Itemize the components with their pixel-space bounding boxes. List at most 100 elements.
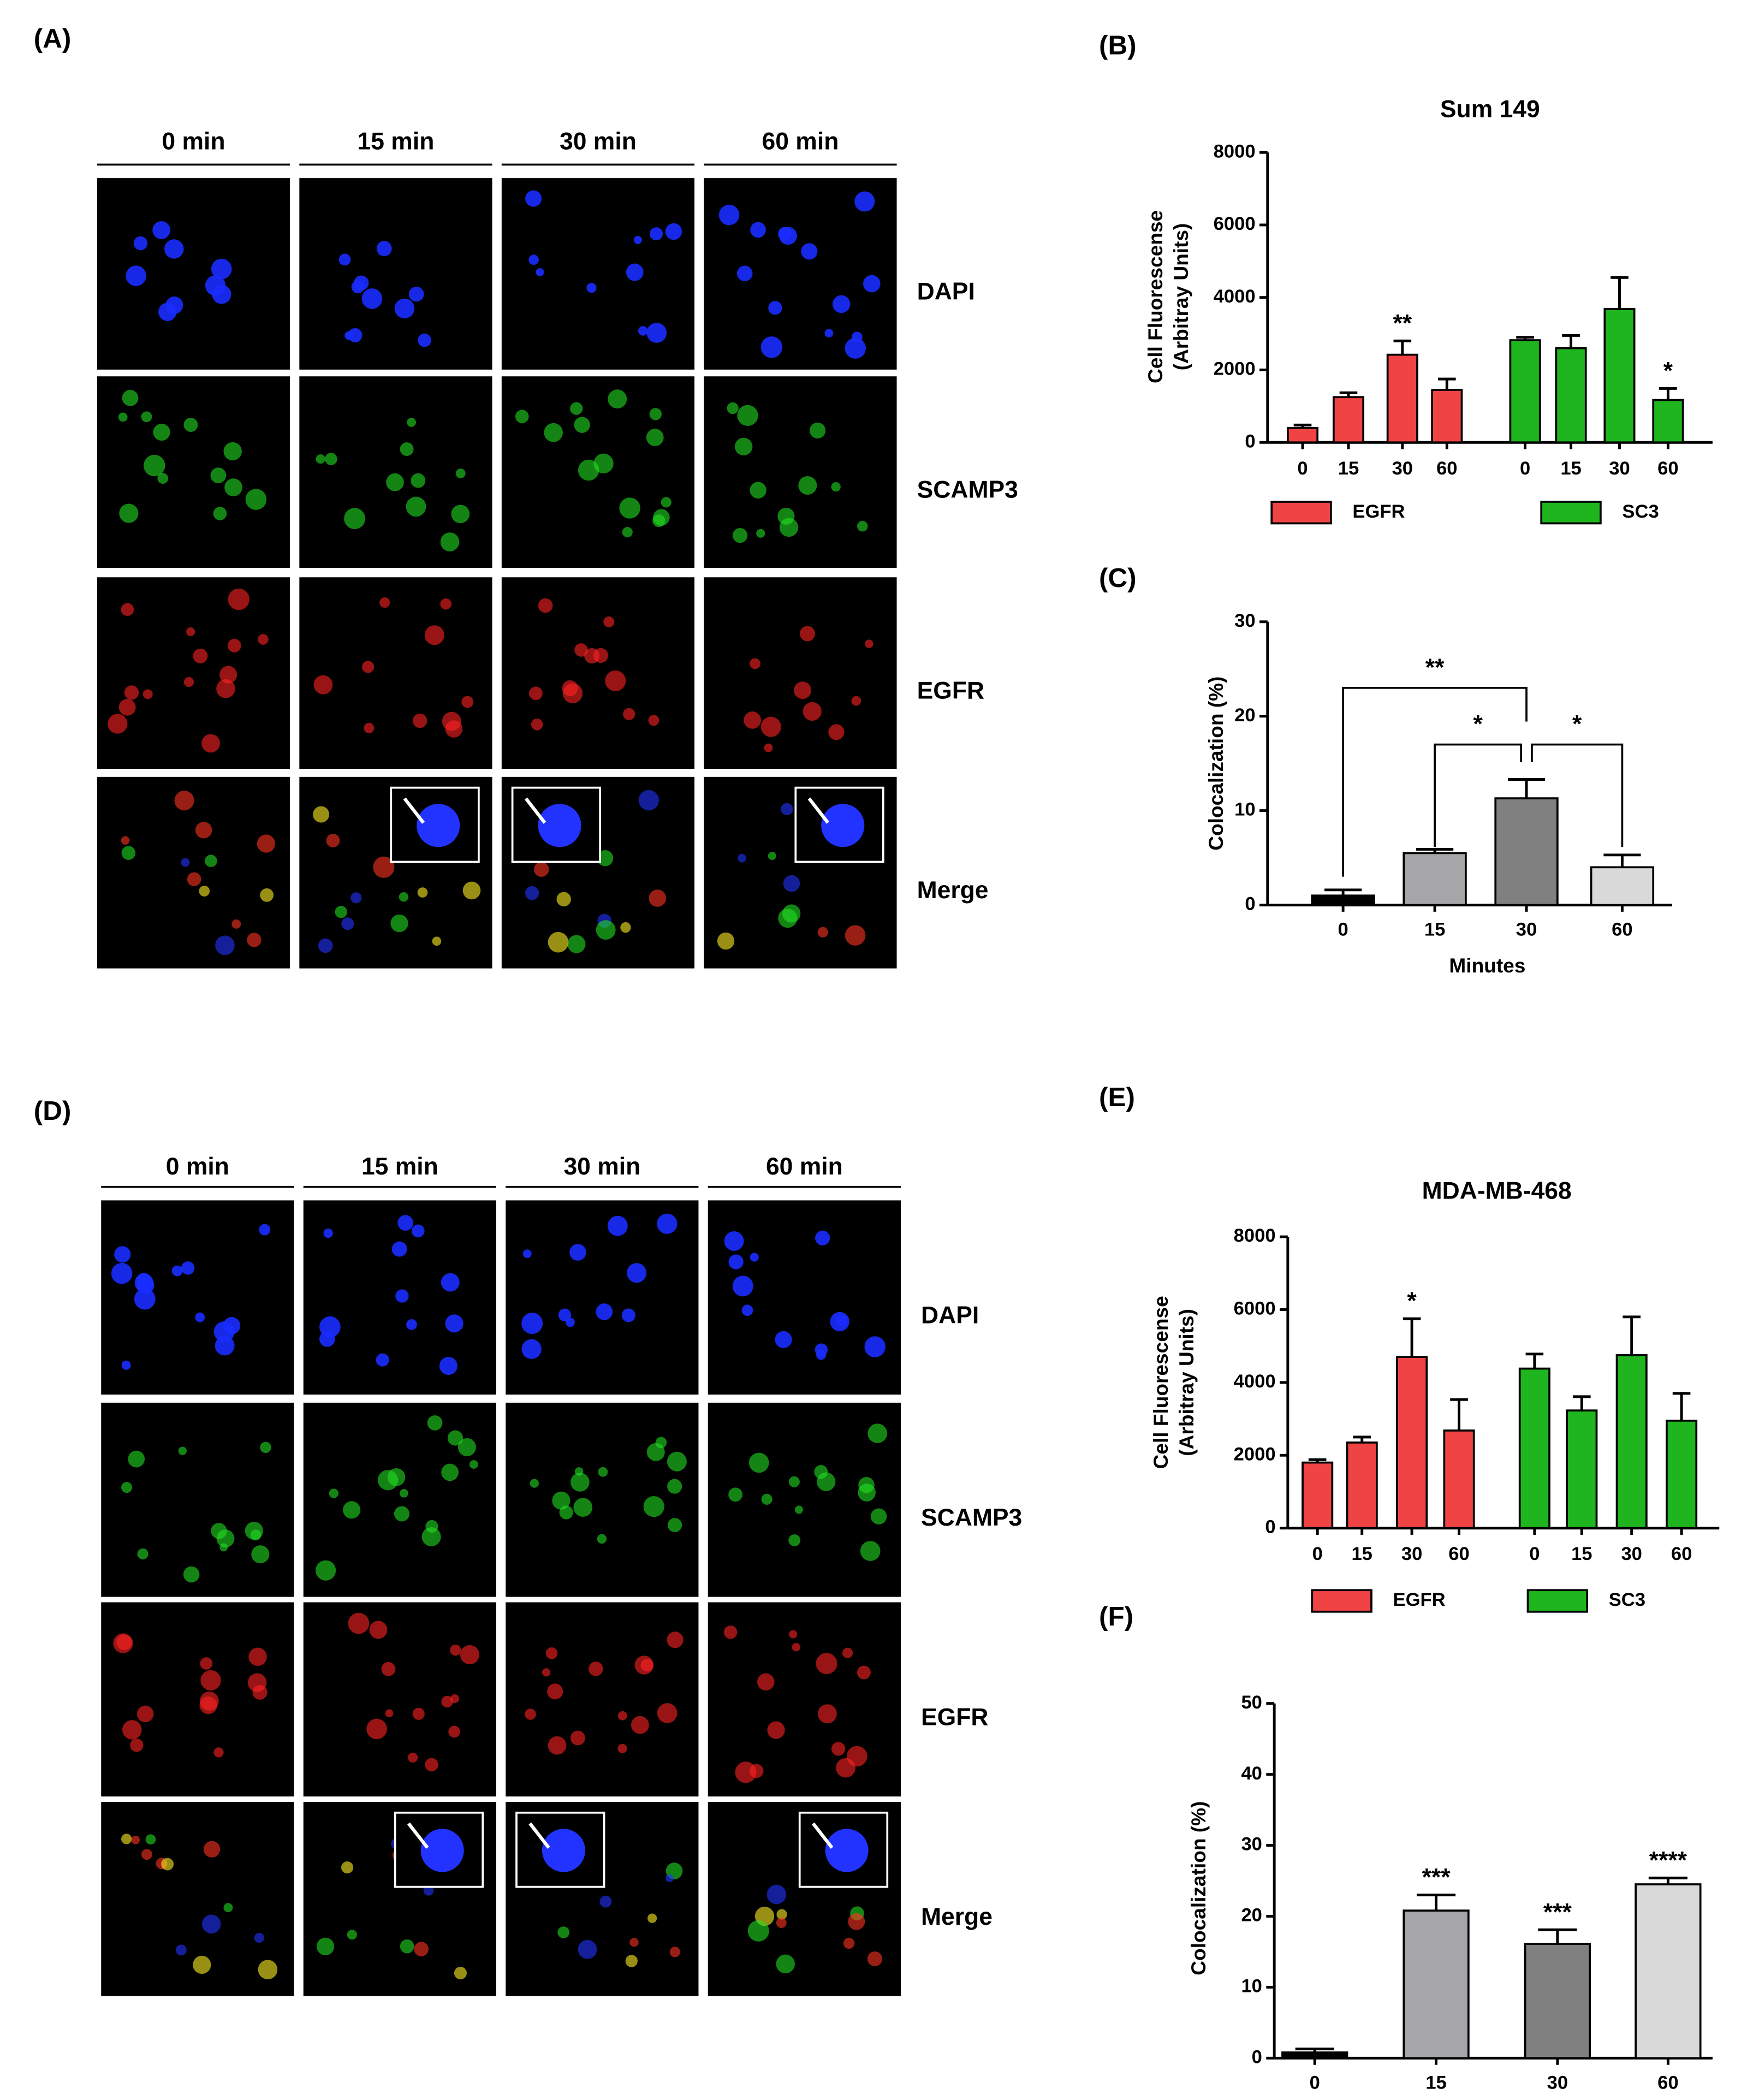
cell <box>860 1541 881 1561</box>
cell <box>122 390 139 406</box>
cell <box>193 648 208 663</box>
cell <box>824 329 834 338</box>
significance: * <box>1663 357 1673 384</box>
bar <box>1386 353 1418 444</box>
cell <box>260 1441 271 1454</box>
cell <box>750 482 766 499</box>
cell <box>451 505 470 524</box>
cell <box>578 1939 597 1959</box>
cell <box>411 473 426 488</box>
cell <box>854 191 875 212</box>
inset-arrow <box>407 1822 429 1849</box>
y-tick-label: 30 <box>1234 610 1255 631</box>
bar <box>1403 852 1467 906</box>
bracket <box>1434 743 1523 847</box>
cell <box>257 834 275 853</box>
cell <box>193 1955 211 1974</box>
y-axis-title: Colocalization (%) <box>1204 677 1227 851</box>
cell <box>515 410 529 424</box>
cell <box>597 1534 607 1544</box>
cell <box>441 1695 453 1708</box>
cell <box>427 1415 443 1431</box>
cell <box>647 1913 657 1923</box>
cell <box>867 1423 888 1443</box>
bar <box>1403 1909 1470 2060</box>
cell <box>757 1673 775 1691</box>
cell <box>213 1321 235 1342</box>
cell <box>789 1630 798 1639</box>
cell <box>118 412 128 422</box>
cell <box>213 507 227 520</box>
micrograph <box>506 1402 699 1597</box>
cell <box>171 1265 183 1277</box>
cell <box>538 598 553 613</box>
bracket-label: ** <box>1425 654 1445 681</box>
cell <box>413 713 427 728</box>
cell <box>775 1331 792 1348</box>
cell <box>727 402 739 414</box>
cell <box>649 408 662 420</box>
cell <box>316 454 325 464</box>
bar <box>1431 389 1463 444</box>
cell <box>749 1764 764 1778</box>
cell <box>809 422 826 439</box>
cell <box>597 850 614 867</box>
cell <box>617 1743 627 1753</box>
cell <box>381 1662 396 1676</box>
cell <box>134 1273 154 1292</box>
channel-label: SCAMP3 <box>917 476 1018 503</box>
bar <box>1518 1367 1550 1529</box>
cell <box>832 295 851 313</box>
bar <box>1590 866 1655 906</box>
cell <box>118 698 136 716</box>
cell <box>219 1543 228 1552</box>
time-label: 15 min <box>361 1153 438 1180</box>
cell <box>842 1647 853 1658</box>
micrograph <box>303 1602 496 1797</box>
cell <box>391 1241 407 1257</box>
cell <box>390 914 408 933</box>
x-tick-label: 60 <box>1657 458 1678 479</box>
cell <box>723 1626 738 1639</box>
cell <box>724 1231 744 1251</box>
cell <box>643 1496 664 1517</box>
cell <box>400 442 414 456</box>
cell <box>344 508 366 530</box>
cell <box>667 1451 687 1472</box>
cell <box>373 856 395 878</box>
cell <box>440 532 460 551</box>
cell <box>450 1694 460 1704</box>
x-tick-label: 15 <box>1425 2072 1446 2093</box>
cell <box>750 1253 759 1262</box>
cell <box>454 1966 467 1980</box>
cell <box>733 528 748 543</box>
cell <box>718 204 740 226</box>
cell <box>631 1716 649 1734</box>
cell <box>113 1633 133 1653</box>
cell <box>341 1861 354 1874</box>
cell <box>364 722 375 733</box>
bar <box>1346 1441 1378 1529</box>
significance: *** <box>1543 1899 1572 1925</box>
cell <box>316 1937 335 1955</box>
cell <box>126 265 146 286</box>
cell <box>558 1308 572 1321</box>
cell <box>738 853 747 863</box>
cell <box>657 1703 678 1723</box>
cell <box>649 889 667 907</box>
y-axis-title: Cell Fluorescense <box>1149 1296 1172 1469</box>
cell <box>387 1468 406 1486</box>
cell <box>348 328 363 343</box>
cell <box>408 286 424 302</box>
cell <box>870 1508 887 1524</box>
cell <box>603 616 615 627</box>
cell <box>863 275 881 293</box>
cell <box>223 442 242 461</box>
bar <box>1666 1420 1698 1529</box>
cell <box>215 1336 235 1356</box>
y-tick-label: 2000 <box>1214 359 1256 379</box>
channel-label: Merge <box>921 1903 993 1930</box>
bar <box>1603 308 1636 444</box>
y-axis-title: Colocalization (%) <box>1187 1801 1210 1976</box>
cell <box>531 718 543 731</box>
